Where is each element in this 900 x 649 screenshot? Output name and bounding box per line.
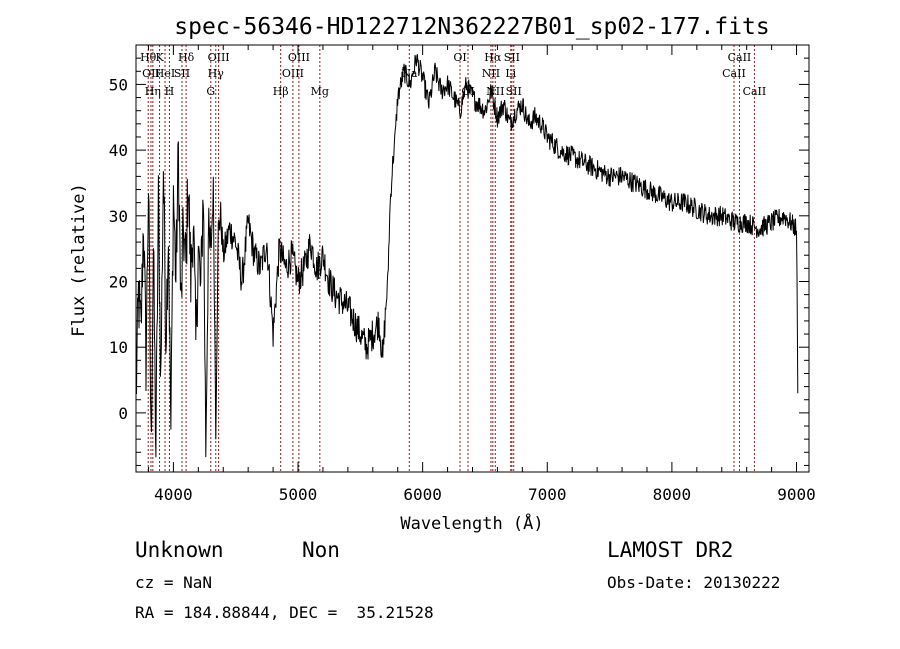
y-tick-label-3: 30 xyxy=(109,207,128,226)
line-marker-label-11: Hβ xyxy=(273,85,289,98)
x-axis-label: Wavelength (Å) xyxy=(400,512,543,534)
spectrum-line xyxy=(135,54,799,458)
line-marker-label-12: OIII xyxy=(282,67,304,80)
line-marker-labels: HθOIIHηKHeIHSIIHδGHγOIIIHβOIIIOIIIMgNaOI… xyxy=(140,51,766,98)
redshift-cz: cz = NaN xyxy=(135,573,213,592)
line-marker-label-19: Hα xyxy=(484,51,502,64)
x-tick-label-3: 7000 xyxy=(528,485,567,504)
x-tick-label-5: 9000 xyxy=(777,485,816,504)
object-class: Unknown xyxy=(135,538,224,562)
line-marker-label-7: Hδ xyxy=(178,51,195,64)
line-marker-label-24: CaII xyxy=(722,67,746,80)
line-marker-label-18: NII xyxy=(482,67,500,80)
line-marker-label-0: Hθ xyxy=(140,51,157,64)
y-axis-label: Flux (relative) xyxy=(69,183,89,337)
y-tick-label-1: 10 xyxy=(109,338,128,357)
y-tick-label-0: 0 xyxy=(118,404,128,423)
x-tick-label-1: 5000 xyxy=(279,485,318,504)
x-tick-label-2: 6000 xyxy=(403,485,442,504)
x-tick-label-4: 8000 xyxy=(653,485,692,504)
y-tick-label-5: 50 xyxy=(109,75,128,94)
object-subclass: Non xyxy=(302,538,340,562)
line-marker-label-16: OI xyxy=(453,51,466,64)
line-marker-label-8: G xyxy=(206,85,215,98)
line-marker-label-13: OIII xyxy=(288,51,310,64)
observation-date: Obs-Date: 20130222 xyxy=(607,573,781,592)
line-marker-label-2: Hη xyxy=(145,85,161,98)
chart-title: spec-56346-HD122712N362227B01_sp02-177.f… xyxy=(174,14,769,40)
plot-frame xyxy=(135,44,810,473)
survey-name: LAMOST DR2 xyxy=(607,538,734,562)
x-axis: 4000 5000 6000 7000 8000 9000 xyxy=(147,45,816,504)
line-marker-label-4: HeI xyxy=(155,67,175,80)
line-marker-label-26: CaII xyxy=(743,85,767,98)
line-marker-label-3: K xyxy=(155,51,164,64)
coordinates: RA = 184.88844, DEC = 35.21528 xyxy=(135,603,434,622)
y-tick-label-2: 20 xyxy=(109,272,128,291)
line-marker-label-23: SII xyxy=(506,85,522,98)
line-marker-label-22: SII xyxy=(504,51,520,64)
line-marker-label-21: Li xyxy=(505,67,516,80)
line-marker-label-9: Hγ xyxy=(208,67,225,80)
line-marker-label-1: OII xyxy=(142,67,160,80)
line-marker-label-25: CaII xyxy=(728,51,752,64)
y-tick-label-4: 40 xyxy=(109,141,128,160)
line-marker-label-6: SII xyxy=(174,67,190,80)
x-tick-label-0: 4000 xyxy=(154,485,193,504)
y-axis: 0 10 20 30 40 50 xyxy=(109,57,809,466)
line-marker-label-10: OIII xyxy=(208,51,230,64)
line-marker-label-20: NII xyxy=(486,85,504,98)
line-marker-label-5: H xyxy=(165,85,175,98)
line-marker-label-14: Mg xyxy=(311,85,329,98)
